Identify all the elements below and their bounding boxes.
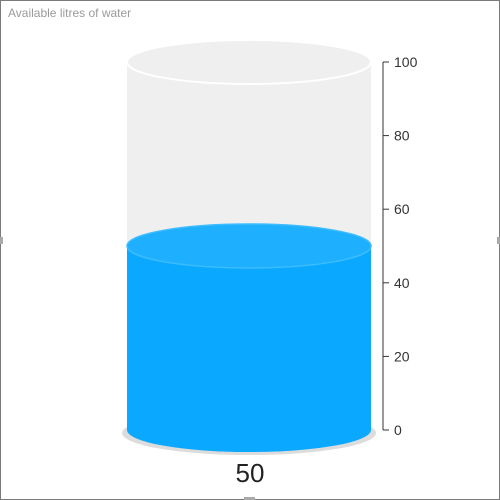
resize-handle-bottom[interactable]	[244, 497, 255, 500]
gauge-value-label: 50	[235, 458, 265, 488]
axis-tick-label: 20	[394, 348, 410, 364]
cylinder-top-cap	[126, 39, 372, 85]
axis-tick-label: 40	[394, 275, 410, 291]
axis-tick-label: 0	[394, 422, 402, 438]
value-axis: 0 20 40 60 80 100	[382, 54, 418, 438]
chart-title: Available litres of water	[8, 6, 132, 20]
resize-handle-left[interactable]	[0, 237, 3, 244]
axis-tick-label: 100	[394, 54, 418, 70]
axis-tick-label: 80	[394, 128, 410, 144]
axis-tick-label: 60	[394, 201, 410, 217]
resize-handle-right[interactable]	[497, 237, 500, 244]
cylinder-fill-surface	[126, 223, 372, 269]
cylinder-fill-body	[127, 246, 371, 452]
